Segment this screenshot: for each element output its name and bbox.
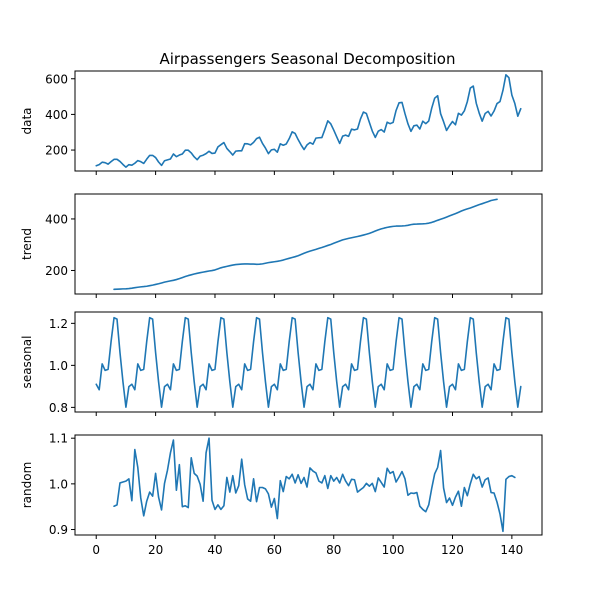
chart-title: Airpassengers Seasonal Decomposition [160,50,456,68]
y-tick-label: 0.9 [49,523,68,537]
subplots: 200400600data200400trend0.81.01.2seasona… [20,70,543,557]
axes-frame-data [74,70,543,172]
y-axis-label-seasonal: seasonal [20,336,34,389]
y-axis-label-trend: trend [20,228,34,260]
series-line-trend [113,198,498,291]
y-axis-label-random: random [20,462,34,509]
x-tick-label: 60 [267,543,282,557]
subplot-random: 0.9 1.0 1.1 random 0 20 40 60 80 100 120 140 [20,432,543,557]
subplot-data: 200 400 600 data [20,70,543,175]
subplot-trend: 200 400 trend [20,193,543,298]
x-tick-label: 40 [207,543,222,557]
axes-frame-seasonal [74,311,543,413]
y-tick-label: 600 [45,72,68,86]
series-line-data [95,74,522,168]
y-tick-label: 1.0 [49,359,68,373]
subplot-seasonal: 0.8 1.0 1.2 seasonal [20,311,543,416]
y-tick-label: 200 [45,264,68,278]
y-tick-label: 1.2 [49,317,68,331]
x-tick-label: 140 [500,543,523,557]
y-tick-label: 0.8 [49,401,68,415]
series-line-seasonal [95,316,522,408]
x-tick-label: 120 [441,543,464,557]
y-tick-label: 400 [45,108,68,122]
x-tick-label: 100 [382,543,405,557]
y-axis-label-data: data [20,107,34,134]
series-line-random [113,437,516,533]
axes-frame-random [74,434,543,536]
x-tick-label: 20 [148,543,163,557]
y-tick-label: 1.1 [49,432,68,446]
x-tick-label: 0 [92,543,100,557]
y-tick-label: 1.0 [49,477,68,491]
y-tick-label: 400 [45,212,68,226]
x-tick-label: 80 [326,543,341,557]
axes-frame-trend [74,193,543,295]
y-tick-label: 200 [45,144,68,158]
